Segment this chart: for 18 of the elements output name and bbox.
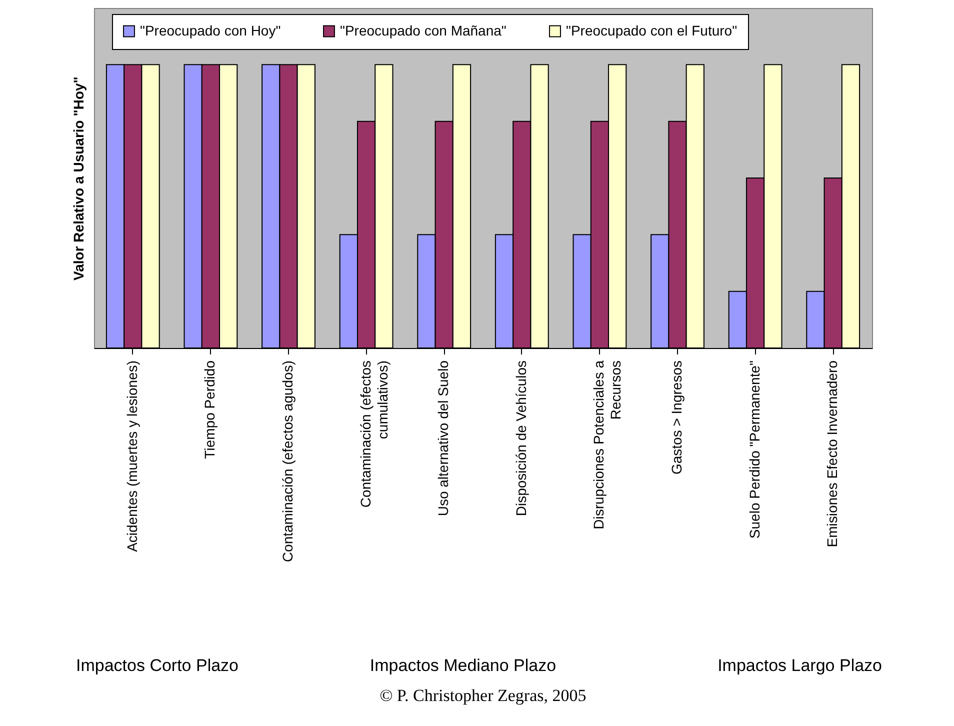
x-tick-label: Acidentes (muertes y lesiones)	[124, 360, 140, 552]
y-axis-title: Valor Relativo a Usuario "Hoy"	[70, 76, 86, 280]
x-tick-label: Uso alternativo del Suelo	[435, 360, 452, 516]
legend-label: "Preocupado con Hoy"	[140, 22, 281, 38]
x-tick-label: Disposición de Vehículos	[512, 360, 529, 516]
text: Impactos Largo Plazo	[718, 656, 882, 675]
x-tick-label: Gastos > Ingresos	[668, 360, 684, 475]
legend-label: "Preocupado con el Futuro"	[566, 22, 738, 38]
x-tick-label: Tiempo Perdido	[202, 360, 218, 459]
text: Impactos Corto Plazo	[76, 656, 239, 675]
text: Impactos Mediano Plazo	[370, 656, 556, 675]
x-tick-label: Emisiones Efecto Invernadero	[824, 360, 840, 548]
x-tick-label: Disrupciones Potenciales a Recursos	[590, 360, 624, 530]
x-tick-label: Contaminación (efectos cumulativos)	[357, 360, 390, 508]
text: © P. Christopher Zegras, 2005	[380, 686, 586, 705]
x-tick-label: Contaminación (efectos agudos)	[280, 360, 296, 562]
x-tick-label: Suelo Perdido "Permanente"	[746, 360, 762, 539]
legend-label: "Preocupado con Mañana"	[340, 22, 506, 38]
